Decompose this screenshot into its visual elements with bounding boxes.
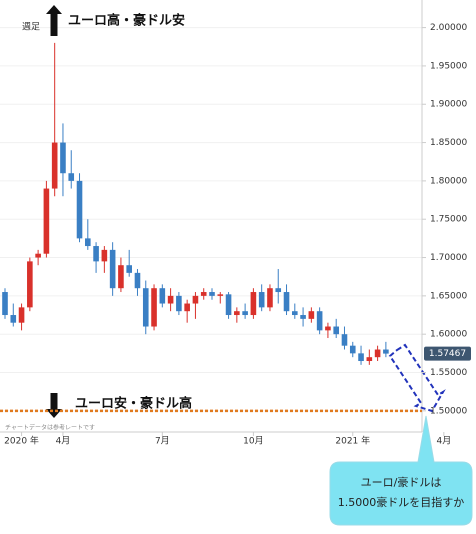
callout-box <box>329 415 473 526</box>
upper-note: ユーロ高・豪ドル安 <box>68 13 185 29</box>
candle-body <box>300 315 306 319</box>
candle-body <box>184 303 190 312</box>
candle-body <box>275 288 282 293</box>
candle-body <box>68 173 75 181</box>
candle-body <box>43 188 50 254</box>
x-tick-label: 4月 <box>436 436 451 447</box>
candle-body <box>51 142 58 189</box>
y-tick-label: 1.65000 <box>430 291 467 301</box>
candle-body <box>126 265 132 273</box>
y-tick-label: 1.95000 <box>430 61 467 71</box>
candle-body <box>134 272 141 289</box>
candle-body <box>292 311 298 316</box>
candle-body <box>93 246 99 262</box>
candle-body <box>250 292 257 316</box>
candle-body <box>366 357 373 362</box>
candle-body <box>267 288 273 308</box>
candle-body <box>325 326 331 331</box>
y-tick-label: 1.80000 <box>430 176 467 186</box>
up-arrow-icon <box>46 5 62 36</box>
candle-body <box>333 326 339 335</box>
candle-body <box>383 349 389 354</box>
candle-body <box>225 294 232 316</box>
candle-body <box>374 349 381 358</box>
callout-line: 1.5000豪ドルを目指すか <box>338 495 465 509</box>
y-tick-label: 1.85000 <box>430 138 467 148</box>
y-tick-label: 1.70000 <box>430 253 467 263</box>
y-tick-label: 2.00000 <box>430 23 467 33</box>
x-tick-label: 2021 年 <box>335 435 370 447</box>
last-price-label: 1.57467 <box>429 349 466 359</box>
y-tick-label: 1.60000 <box>430 330 467 340</box>
candle-body <box>18 307 25 323</box>
candle-body <box>35 253 41 258</box>
candle-body <box>176 295 182 312</box>
candle-body <box>349 345 356 354</box>
candle-body <box>159 288 166 304</box>
x-tick-label: 4月 <box>56 436 71 447</box>
candle-body <box>192 295 199 304</box>
y-tick-label: 1.90000 <box>430 100 467 110</box>
candle-body <box>60 142 66 174</box>
y-tick-label: 1.75000 <box>430 215 467 225</box>
forecast-arrow <box>388 343 446 413</box>
disclaimer: チャートデータは参考レートです <box>5 424 95 432</box>
y-tick-label: 1.55000 <box>430 368 467 378</box>
callout-line: ユーロ/豪ドルは <box>361 475 442 489</box>
candle-body <box>151 288 157 327</box>
x-tick-label: 2020 年 <box>4 435 39 447</box>
candle-body <box>242 311 248 316</box>
candle-body <box>283 292 290 312</box>
x-tick-label: 7月 <box>155 436 170 447</box>
y-tick-label: 1.50000 <box>430 406 467 416</box>
candles <box>2 42 389 365</box>
candle-body <box>209 292 215 296</box>
x-tick-label: 10月 <box>243 436 263 447</box>
candle-body <box>358 353 364 362</box>
candle-body <box>341 334 348 346</box>
period-label: 週足 <box>22 22 40 33</box>
candle-body <box>85 238 91 247</box>
candle-body <box>258 292 265 308</box>
candle-body <box>76 180 83 239</box>
candle-body <box>109 249 116 289</box>
candle-body <box>101 249 108 262</box>
candle-body <box>167 295 174 304</box>
last-price-box <box>424 346 471 361</box>
candle-body <box>27 261 33 308</box>
candle-body <box>118 265 124 289</box>
candle-body <box>142 288 149 327</box>
candle-body <box>316 311 323 331</box>
candle-body <box>200 292 207 296</box>
candle-body <box>308 311 315 319</box>
candle-body <box>2 292 8 316</box>
candle-body <box>234 311 240 316</box>
candle-body <box>10 315 17 323</box>
candle-body <box>217 294 224 296</box>
lower-note: ユーロ安・豪ドル高 <box>75 396 192 412</box>
